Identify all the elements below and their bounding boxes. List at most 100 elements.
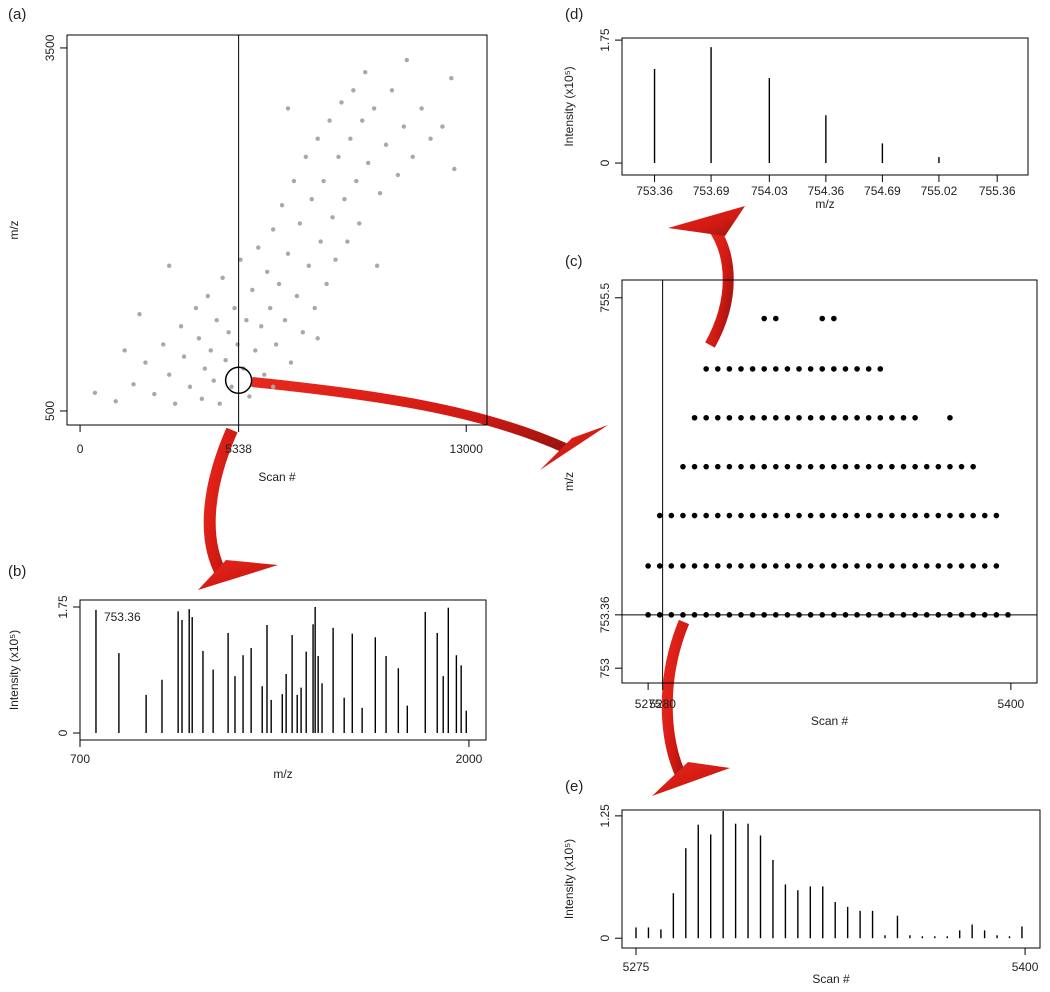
x-axis-label: Scan # — [812, 972, 850, 986]
dot — [865, 463, 872, 470]
dot — [993, 512, 1000, 519]
dot — [773, 315, 779, 322]
dot — [935, 463, 942, 470]
point — [214, 318, 219, 323]
point — [250, 287, 255, 293]
dot — [807, 414, 814, 421]
dot — [842, 512, 849, 519]
dot — [773, 366, 779, 372]
dot — [889, 463, 895, 470]
dot — [923, 512, 930, 519]
point — [270, 227, 276, 232]
arrow — [251, 377, 568, 453]
point — [440, 124, 445, 129]
point — [449, 75, 454, 81]
dot — [877, 463, 884, 470]
arrow-head — [540, 425, 608, 470]
dot — [784, 563, 791, 569]
y-axis-label: Intensity (x10⁵) — [562, 839, 576, 919]
dot — [947, 463, 953, 470]
dot — [738, 563, 744, 569]
dot — [726, 414, 733, 421]
point — [330, 215, 335, 220]
x-tick-label: 5280 — [649, 697, 676, 711]
plot-frame — [79, 599, 487, 741]
dot — [738, 366, 744, 372]
plot-frame — [621, 279, 1038, 684]
x-tick-label: 5400 — [998, 697, 1025, 711]
dot — [703, 366, 709, 372]
point — [113, 399, 118, 404]
point — [205, 293, 210, 299]
y-tick-label: 0 — [598, 935, 612, 942]
panel: (b) m/z Intensity (x10⁵) 700 2000 0 1.75 753.36 — [7, 563, 487, 781]
y-tick-label: 500 — [43, 401, 57, 421]
x-axis-label: Scan # — [258, 470, 296, 484]
dot — [947, 563, 953, 569]
point — [404, 57, 410, 63]
point — [279, 203, 285, 208]
point — [374, 263, 380, 268]
arrow-head — [668, 206, 745, 236]
dot — [831, 414, 837, 421]
dot — [958, 563, 965, 569]
dot — [889, 512, 895, 519]
dot — [761, 315, 768, 322]
point — [324, 281, 329, 287]
dot — [645, 563, 651, 569]
plot-frame — [621, 37, 1029, 176]
dot — [865, 512, 872, 519]
dot — [923, 463, 930, 470]
panel: (e) Scan # Intensity (x10⁵) 5275 5400 0 1.25 — [562, 778, 1041, 986]
point — [315, 136, 320, 141]
panel-label: (a) — [8, 6, 26, 23]
dot — [854, 512, 860, 519]
point — [238, 257, 243, 262]
dot — [668, 563, 675, 569]
point — [339, 100, 344, 105]
y-tick-label: 1.25 — [598, 804, 612, 828]
point — [294, 293, 300, 299]
dot — [726, 512, 733, 519]
y-tick-label: 3500 — [43, 34, 57, 61]
x-tick-label: 0 — [77, 442, 84, 456]
dot — [877, 366, 884, 372]
point — [285, 106, 291, 111]
panel: (d) m/z Intensity (x10⁵) 753.36 753.69 754.03… — [562, 6, 1029, 211]
dot — [761, 366, 768, 372]
dot — [877, 512, 884, 519]
dot — [738, 414, 744, 421]
point — [282, 318, 288, 323]
dot — [796, 563, 802, 569]
dot — [726, 366, 733, 372]
dot — [854, 414, 860, 421]
y-tick-label: 753.36 — [598, 596, 612, 633]
dot — [947, 414, 953, 421]
dot — [796, 512, 802, 519]
point — [351, 88, 356, 93]
point — [232, 305, 237, 311]
dot — [784, 463, 791, 470]
point — [92, 390, 98, 396]
point — [131, 382, 136, 387]
dot — [981, 563, 988, 569]
dot — [819, 414, 826, 421]
point — [259, 324, 264, 329]
point — [315, 336, 320, 341]
x-axis-label: m/z — [815, 197, 834, 211]
dot — [703, 463, 709, 470]
x-tick-label: 753.36 — [636, 184, 673, 198]
dot — [680, 563, 686, 569]
dot — [889, 414, 895, 421]
point — [312, 305, 317, 311]
dot — [691, 512, 698, 519]
point — [306, 263, 311, 268]
dot — [714, 563, 721, 569]
dot — [773, 463, 779, 470]
dot — [970, 512, 976, 519]
dot — [784, 512, 791, 519]
y-tick-label: 0 — [598, 159, 612, 166]
dot — [831, 366, 837, 372]
point — [244, 318, 249, 323]
